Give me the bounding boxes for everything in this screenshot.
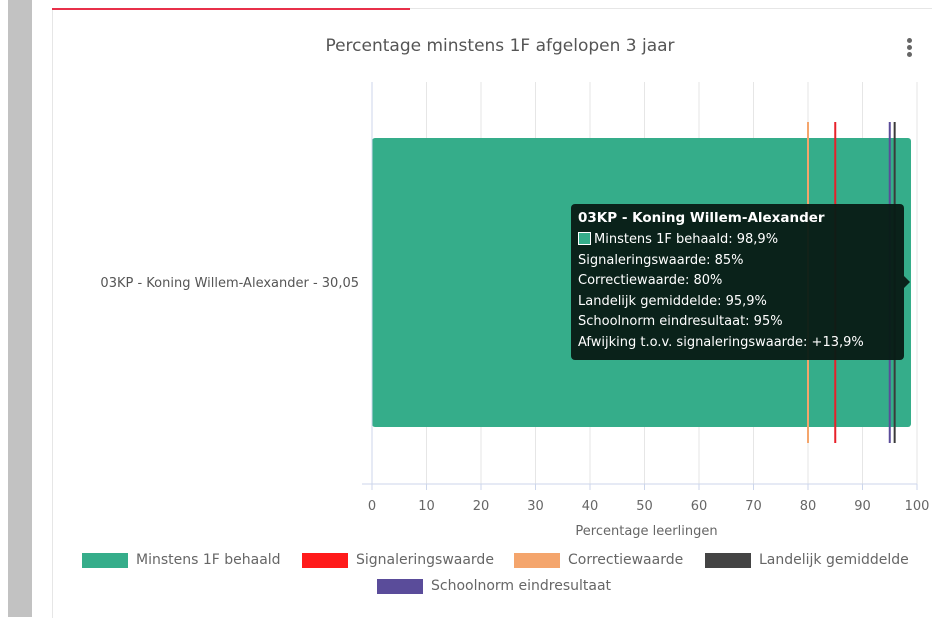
tooltip-caret (904, 276, 910, 288)
tooltip-line: Landelijk gemiddelde: 95,9% (578, 293, 767, 309)
legend-swatch (705, 552, 751, 568)
tooltip-line: Minstens 1F behaald: 98,9% (578, 230, 897, 251)
menu-dot (906, 38, 912, 43)
x-tick-label: 10 (418, 499, 435, 514)
menu-dot (906, 52, 912, 57)
legend-label: Minstens 1F behaald (136, 552, 281, 568)
legend-swatch (377, 578, 423, 594)
x-tick-label: 70 (745, 499, 762, 514)
x-tick-label: 90 (854, 499, 871, 514)
tooltip-line: Signaleringswaarde: 85% (578, 252, 744, 268)
category-label: 03KP - Koning Willem-Alexander - 30,05 (100, 276, 359, 291)
legend-item-landelijk-gemiddelde[interactable]: Landelijk gemiddelde (705, 552, 909, 568)
legend-item-signaleringswaarde[interactable]: Signaleringswaarde (302, 552, 494, 568)
legend-swatch (514, 552, 560, 568)
legend-label: Signaleringswaarde (356, 552, 494, 568)
x-tick-label: 100 (905, 499, 930, 514)
legend-item-correctiewaarde[interactable]: Correctiewaarde (514, 552, 683, 568)
x-tick-label: 0 (368, 499, 376, 514)
legend-swatch (82, 552, 128, 568)
x-tick-label: 40 (582, 499, 599, 514)
chart-title: Percentage minstens 1F afgelopen 3 jaar (325, 36, 675, 56)
more-vertical-icon[interactable] (899, 36, 919, 60)
sidebar-strip (8, 0, 32, 617)
x-tick-label: 60 (691, 499, 708, 514)
x-tick-label: 20 (473, 499, 490, 514)
x-tick-label: 50 (636, 499, 653, 514)
legend-label: Landelijk gemiddelde (759, 552, 909, 568)
x-axis-title: Percentage leerlingen (575, 524, 717, 539)
x-tick-label: 80 (800, 499, 817, 514)
tooltip-line: Schoolnorm eindresultaat: 95% (578, 314, 783, 329)
legend-item-minstens-1f[interactable]: Minstens 1F behaald (82, 552, 281, 568)
x-tick-label: 30 (527, 499, 544, 514)
tooltip-line: Correctiewaarde: 80% (578, 273, 723, 288)
menu-dot (906, 45, 912, 50)
chart-tooltip: 03KP - Koning Willem-Alexander Minstens … (571, 204, 910, 360)
tooltip-title: 03KP - Koning Willem-Alexander (578, 210, 825, 226)
card-accent-bar (52, 8, 410, 10)
tooltip-line: Afwijking t.o.v. signaleringswaarde: +13… (578, 334, 864, 350)
legend-swatch (302, 552, 348, 568)
x-axis: 0 10 20 30 40 50 60 70 80 90 100 (362, 82, 929, 514)
tooltip-line-text: Minstens 1F behaald: 98,9% (594, 232, 779, 247)
legend-label: Schoolnorm eindresultaat (431, 578, 612, 594)
tooltip-swatch (578, 232, 591, 245)
legend-label: Correctiewaarde (568, 552, 684, 568)
legend-item-schoolnorm[interactable]: Schoolnorm eindresultaat (377, 578, 611, 594)
